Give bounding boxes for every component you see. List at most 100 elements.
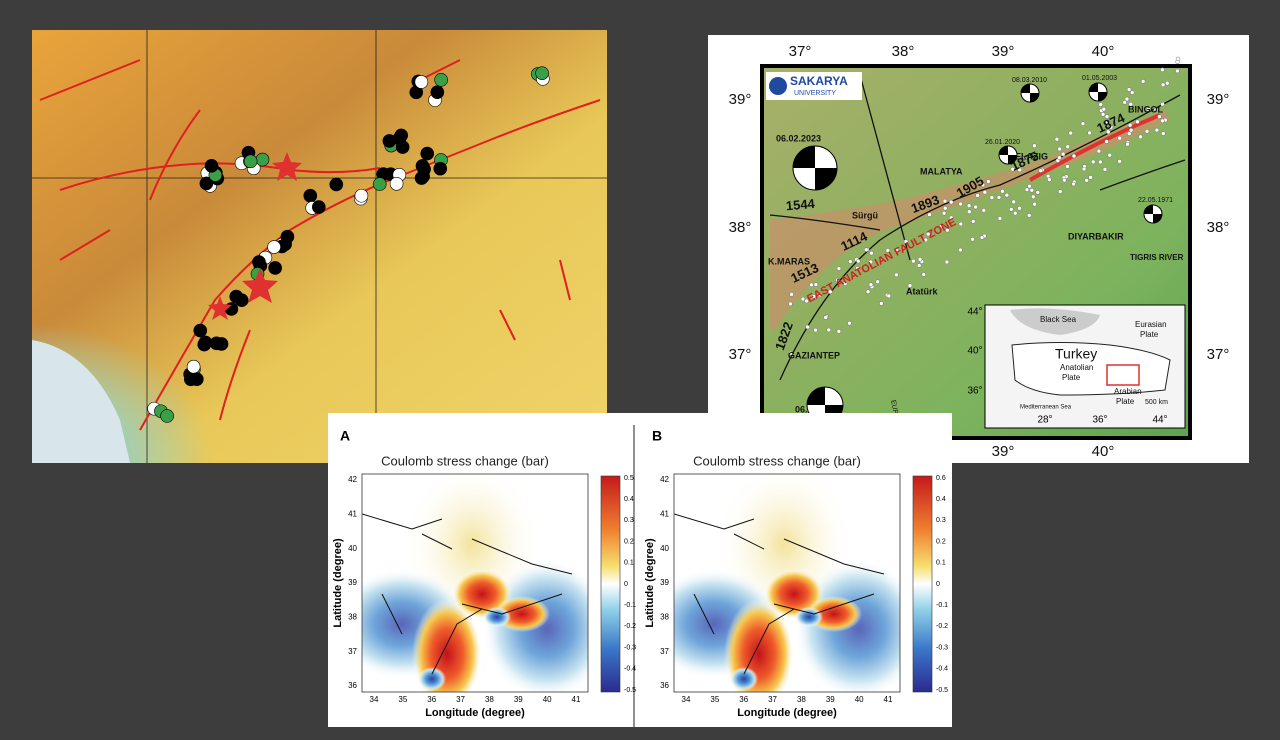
logo-subtext: UNIVERSITY [794, 90, 836, 97]
lat-tick: 38° [729, 219, 752, 236]
aftershock [886, 293, 891, 299]
aftershock [869, 250, 874, 256]
aftershock [879, 301, 884, 306]
inset-label: Turkey [1055, 346, 1097, 362]
aftershock [1100, 112, 1106, 117]
aftershock [911, 258, 916, 264]
inset-tick: 40° [967, 346, 982, 357]
focal-mechanism [999, 146, 1017, 164]
x-tick-label: 39 [514, 695, 523, 704]
aftershock [1154, 127, 1160, 133]
earthquake [430, 85, 445, 100]
colorbar-tick: -0.1 [936, 602, 948, 609]
year: 1544 [785, 196, 816, 214]
aftershock [1084, 178, 1089, 183]
event-date: 08.03.2010 [1012, 77, 1047, 84]
aftershock [958, 221, 964, 227]
faults [674, 513, 885, 675]
aftershock [1065, 164, 1070, 169]
aftershock [1000, 189, 1005, 194]
aftershock [1128, 102, 1133, 107]
inset-frame [1106, 364, 1140, 386]
x-tick-label: 41 [572, 695, 581, 704]
aftershock [828, 289, 833, 294]
inset-label: Plate [1116, 397, 1135, 406]
aftershock [916, 263, 922, 268]
x-tick-label: 36 [427, 695, 436, 704]
aftershock [836, 266, 842, 271]
earthquake [389, 177, 404, 191]
aftershock [917, 257, 923, 262]
aftershock [1031, 194, 1036, 199]
aftershock [1020, 156, 1026, 161]
colorbar-tick: -0.2 [936, 623, 948, 630]
aftershock [875, 279, 880, 284]
aftershock [980, 182, 986, 188]
aftershock [1153, 107, 1159, 112]
aftershock [1117, 159, 1122, 164]
y-tick-label: 39 [660, 578, 669, 587]
earthquake [433, 161, 448, 176]
earthquake [229, 289, 244, 304]
aftershock [835, 277, 840, 283]
inset-label: Eurasian [1135, 320, 1167, 329]
aftershock [923, 237, 928, 243]
aftershock [1047, 177, 1052, 182]
aftershock [855, 266, 860, 271]
earthquake [395, 140, 410, 154]
aftershock [817, 292, 823, 298]
inset-label: Black Sea [1040, 315, 1077, 324]
aftershock [939, 223, 945, 229]
aftershock [925, 231, 931, 237]
inset-tick: 36° [967, 386, 982, 397]
place: K.MARAS [768, 256, 810, 266]
aftershock [1117, 136, 1122, 141]
y-axis-label: Latitude (degree) [644, 538, 656, 628]
place: DIYARBAKIR [1068, 231, 1124, 241]
earthquake [303, 188, 318, 203]
stress-figure: A Coulomb stress change (bar) 34 35 36 37 38 39… [328, 413, 952, 727]
aftershock [966, 203, 972, 208]
aftershock [1017, 206, 1022, 211]
x-tick-label: 34 [370, 695, 379, 704]
inset-tick: 44° [967, 307, 982, 318]
y-tick-label: 36 [348, 681, 357, 690]
y-tick-label: 41 [660, 509, 669, 518]
x-tick-label: 35 [398, 695, 407, 704]
y-tick-label: 42 [660, 475, 669, 484]
lat-tick: 37° [1207, 346, 1230, 363]
earthquake [414, 75, 429, 89]
colorbar-tick: 0.4 [624, 496, 634, 503]
panel-title: Coulomb stress change (bar) [381, 453, 549, 468]
event-date: 26.01.2020 [985, 139, 1020, 146]
aftershock [1125, 142, 1130, 147]
aftershock [1091, 159, 1096, 165]
x-tick-label: 40 [543, 695, 552, 704]
aftershock [975, 193, 980, 198]
earthquake [160, 409, 174, 423]
earthquake [434, 73, 448, 87]
earthquake [417, 162, 431, 177]
earthquake [420, 146, 435, 161]
earthquake [204, 159, 219, 173]
inset-tick: 28° [1037, 415, 1052, 426]
aftershock [1144, 129, 1150, 134]
earthquake [197, 337, 212, 352]
aftershock [813, 327, 818, 333]
aftershock [1057, 146, 1062, 152]
x-tick-label: 40 [855, 695, 864, 704]
negative-lobe [730, 667, 758, 691]
aftershock [1027, 184, 1032, 189]
focal-mechanism [1144, 205, 1162, 223]
aftershock [836, 329, 842, 334]
negative-lobe [418, 667, 446, 691]
aftershock [1160, 101, 1165, 107]
aftershock [903, 239, 909, 244]
earthquake [243, 154, 258, 169]
colorbar-tick: 0.4 [936, 496, 946, 503]
aftershock [1011, 199, 1016, 205]
x-tick-label: 37 [768, 695, 777, 704]
earthquake [255, 152, 270, 167]
aftershock [1087, 130, 1092, 136]
